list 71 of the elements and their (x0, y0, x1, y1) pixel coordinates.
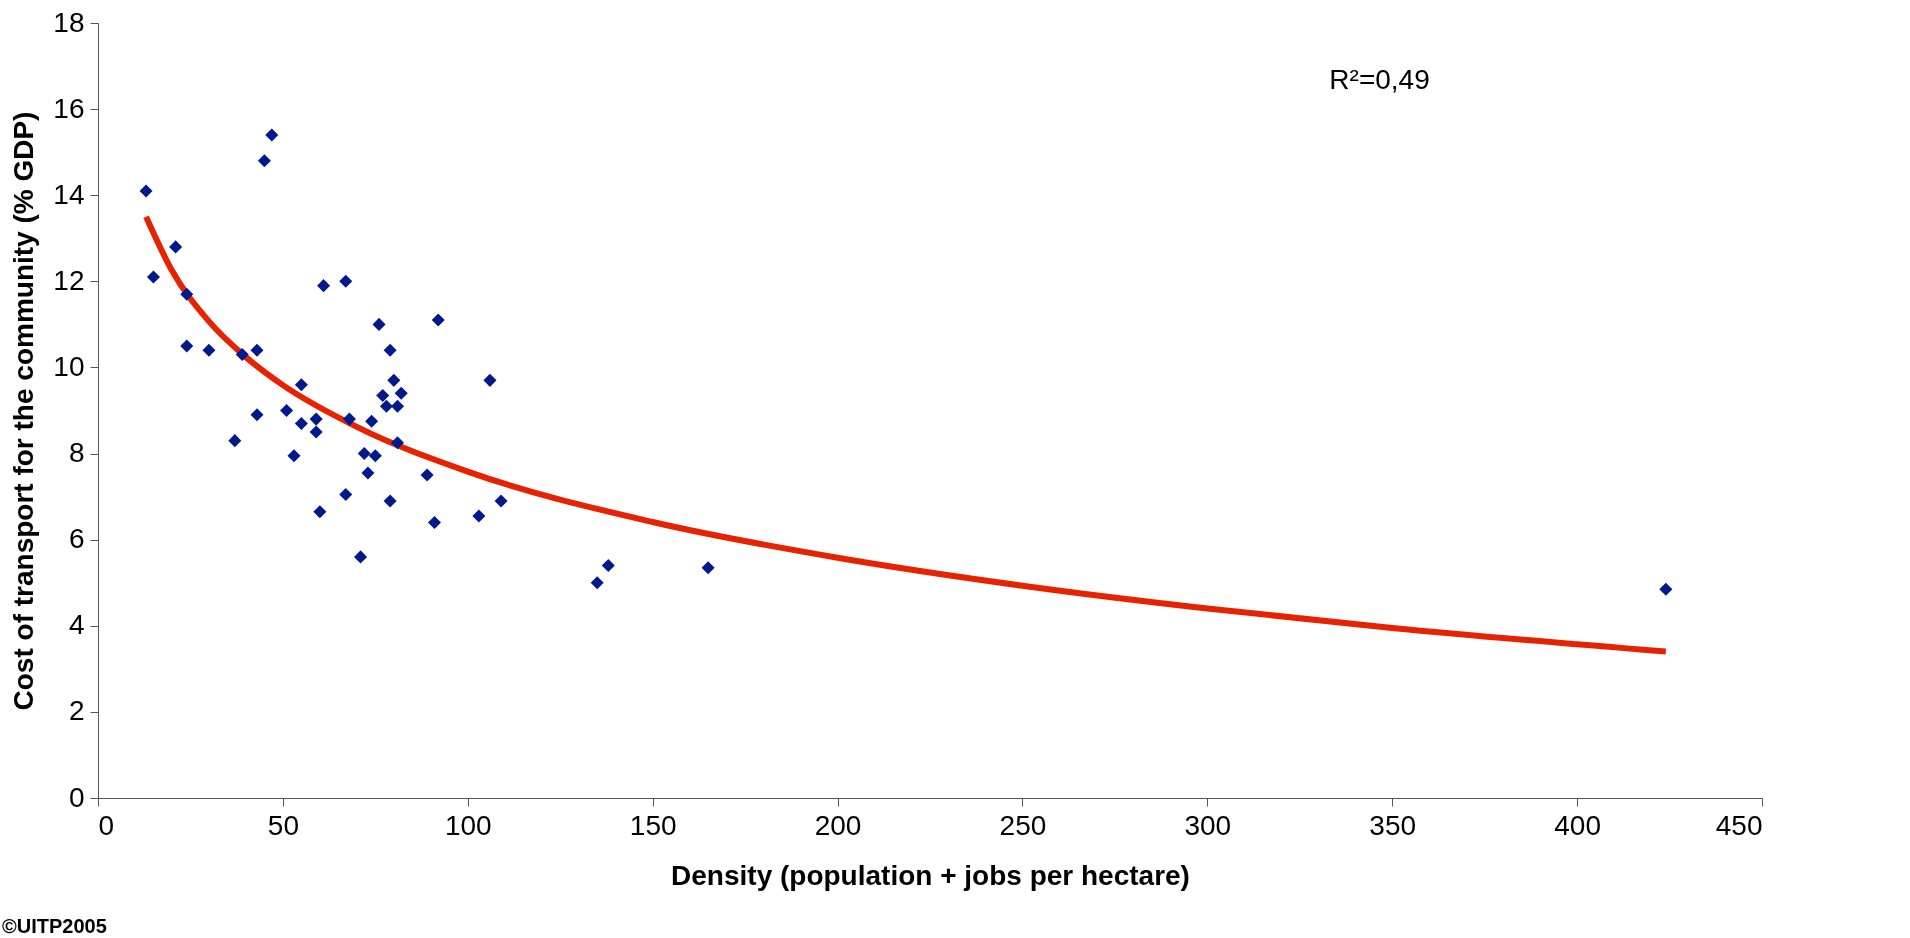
y-tick-label: 6 (68, 523, 85, 555)
x-tick-label: 300 (1184, 809, 1232, 841)
point (365, 414, 379, 428)
y-tick-label: 2 (68, 695, 85, 727)
y-axis-title: Cost of transport for the community (% GDP) (8, 111, 40, 711)
point (339, 487, 353, 501)
x-tick-label: 50 (267, 809, 299, 841)
y-tick-label: 12 (53, 264, 85, 296)
point (354, 550, 368, 564)
y-tick-label: 18 (53, 6, 85, 38)
point (146, 270, 160, 284)
y-tick-label: 16 (53, 92, 85, 124)
point (342, 412, 356, 426)
x-tick-label: 350 (1369, 809, 1417, 841)
point (590, 576, 604, 590)
x-tick-label: 250 (999, 809, 1047, 841)
x-axis-title: Density (population + jobs per hectare) (671, 859, 1190, 891)
point (379, 399, 393, 413)
point (701, 561, 715, 575)
point (494, 494, 508, 508)
point (420, 468, 434, 482)
point (294, 416, 308, 430)
point (287, 449, 301, 463)
y-tick-label: 8 (68, 437, 85, 469)
x-tick-label: 200 (814, 809, 862, 841)
point (169, 240, 183, 254)
annotation: R²=0,49 (1329, 64, 1430, 96)
point (309, 412, 323, 426)
point (317, 279, 331, 293)
point (139, 184, 153, 198)
point (427, 515, 442, 529)
point (257, 154, 271, 168)
point (372, 317, 386, 331)
point (265, 128, 279, 142)
point (368, 449, 382, 463)
point (313, 505, 327, 519)
point (394, 386, 408, 400)
y-tick-label: 0 (68, 781, 85, 813)
y-tick-label: 10 (53, 350, 85, 382)
point (250, 343, 264, 357)
text: ©UITP2005 (2, 915, 107, 938)
point (472, 509, 486, 523)
point (235, 348, 249, 362)
point (361, 466, 375, 480)
point (357, 447, 371, 461)
point (228, 434, 242, 448)
x-tick-label: 0 (98, 809, 115, 841)
x-tick-label: 450 (1715, 809, 1763, 841)
point (339, 274, 353, 288)
point (431, 313, 445, 327)
point (294, 378, 308, 392)
point (383, 494, 397, 508)
point (391, 399, 405, 413)
point (391, 436, 405, 450)
point (202, 343, 216, 357)
point (387, 373, 401, 387)
x-tick-label: 100 (444, 809, 492, 841)
point (601, 558, 615, 573)
x-tick-label: 400 (1554, 809, 1601, 841)
point (180, 339, 194, 353)
point (1659, 582, 1673, 596)
point (376, 388, 390, 402)
point (280, 403, 294, 418)
y-tick-label: 4 (68, 609, 85, 641)
y-tick-label: 14 (53, 178, 85, 210)
point (309, 425, 323, 439)
point (250, 408, 264, 422)
point (483, 373, 497, 387)
point (180, 287, 194, 301)
x-tick-label: 150 (629, 809, 677, 841)
point (383, 343, 397, 357)
